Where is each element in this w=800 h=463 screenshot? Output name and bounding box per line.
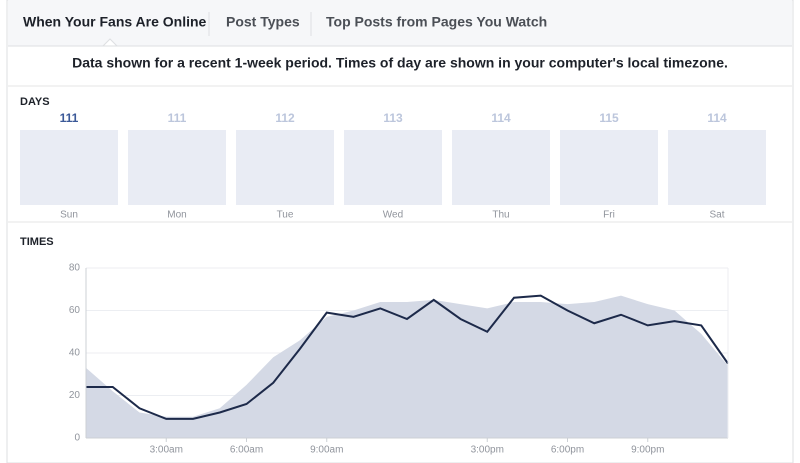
day-count: 114 [491, 111, 511, 125]
x-tick-label: 3:00pm [471, 445, 504, 456]
day-label: Wed [383, 210, 403, 221]
day-count: 111 [168, 111, 187, 125]
day-count: 111 [60, 111, 79, 125]
tab-pointer [101, 38, 119, 47]
tab[interactable]: Top Posts from Pages You Watch [326, 14, 547, 30]
day-box[interactable] [20, 130, 118, 205]
x-tick-label: 9:00pm [631, 445, 664, 456]
day-label: Sat [709, 210, 724, 221]
x-tick-label: 6:00pm [551, 445, 584, 456]
line [86, 294, 729, 420]
x-tick-label: 9:00am [310, 445, 343, 456]
day-box[interactable] [452, 130, 550, 205]
tab[interactable]: When Your Fans Are Online [23, 14, 207, 30]
x-tick-label: 6:00am [230, 445, 263, 456]
y-tick-label: 80 [69, 263, 81, 274]
day-label: Thu [492, 210, 509, 221]
day-box[interactable] [560, 130, 658, 205]
y-tick-label: 60 [69, 305, 81, 316]
day-label: Mon [167, 210, 186, 221]
tab-bar [8, 0, 792, 46]
day-count: 114 [707, 111, 727, 125]
day-box[interactable] [236, 130, 334, 205]
day-count: 115 [599, 111, 619, 125]
day-box[interactable] [668, 130, 766, 205]
day-count: 113 [383, 111, 403, 125]
day-box[interactable] [128, 130, 226, 205]
day-count: 112 [275, 111, 295, 125]
y-tick-label: 40 [69, 348, 81, 359]
tab[interactable]: Post Types [226, 14, 300, 30]
notice: Data shown for a recent 1-week period. T… [72, 55, 728, 71]
day-label: Fri [603, 210, 615, 221]
day-label: Sun [60, 210, 78, 221]
area [86, 295, 728, 438]
x-tick-label: 3:00am [150, 445, 183, 456]
section-label: DAYS [20, 96, 50, 108]
y-tick-label: 20 [69, 390, 81, 401]
y-tick-label: 0 [74, 433, 80, 444]
day-box[interactable] [344, 130, 442, 205]
chart-title: TIMES [20, 236, 54, 248]
day-label: Tue [277, 210, 294, 221]
